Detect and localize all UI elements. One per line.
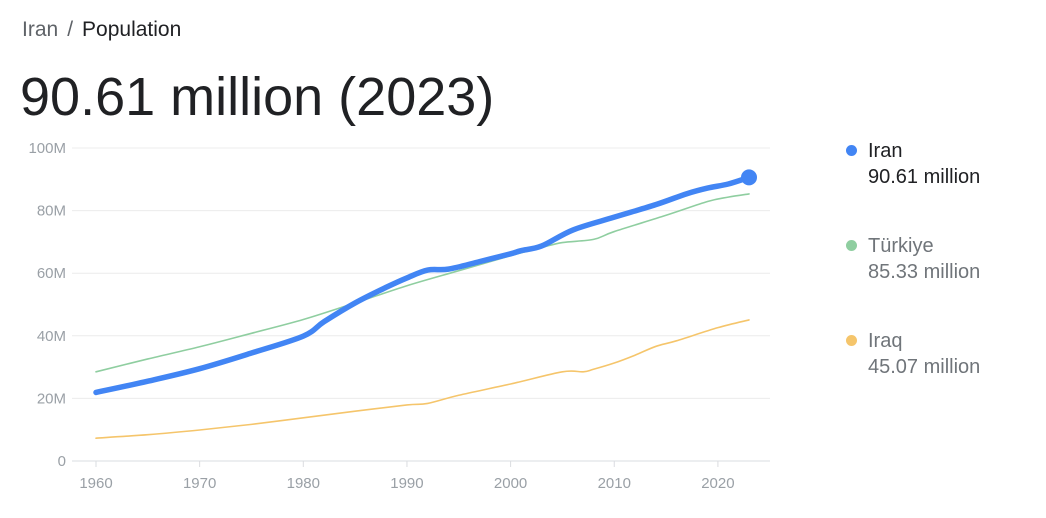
legend-dot-icon (846, 335, 857, 346)
x-tick-label: 1990 (390, 475, 423, 492)
legend-series-name: Türkiye (868, 235, 934, 257)
y-tick-label: 40M (37, 328, 66, 345)
legend-series-value: 90.61 million (868, 166, 981, 188)
legend-series-value: 85.33 million (868, 261, 981, 283)
series-line-turkiye (95, 193, 750, 373)
x-tick-label: 1970 (183, 475, 216, 492)
legend-item-turkiye[interactable]: Türkiye 85.33 million (846, 233, 1036, 328)
series-end-marker-iran (741, 169, 757, 186)
legend-series-name: Iran (868, 140, 903, 162)
population-line-chart[interactable]: 0 20M 40M 60M 80M 100M 1960 1970 1980 1990 2000 201… (0, 130, 790, 518)
legend-dot-icon (846, 145, 857, 156)
legend-item-iraq[interactable]: Iraq 45.07 million (846, 328, 1036, 423)
legend-series-value: 45.07 million (868, 356, 981, 378)
y-tick-label: 0 (58, 453, 66, 470)
x-tick-label: 2010 (598, 475, 631, 492)
chart-series (93, 174, 752, 439)
breadcrumb-separator: / (67, 18, 74, 41)
legend-series-name: Iraq (868, 330, 903, 352)
headline-value: 90.61 million (2023) (20, 67, 495, 127)
chart-axes: 0 20M 40M 60M 80M 100M 1960 1970 1980 1990 2000 201… (28, 140, 734, 492)
breadcrumb: Iran / Population (22, 17, 181, 43)
y-tick-label: 20M (37, 390, 66, 407)
chart-markers (741, 169, 757, 186)
x-tick-label: 1960 (79, 475, 112, 492)
chart-grid (72, 147, 770, 462)
y-tick-label: 60M (37, 265, 66, 282)
series-line-iran (93, 174, 752, 396)
breadcrumb-parent-link[interactable]: Iran (22, 18, 59, 41)
legend-item-iran[interactable]: Iran 90.61 million (846, 138, 1036, 233)
series-line-iraq (95, 319, 750, 439)
y-tick-label: 80M (37, 203, 66, 220)
y-tick-label: 100M (28, 140, 66, 157)
chart-legend: Iran 90.61 million Türkiye 85.33 million… (846, 138, 1036, 423)
breadcrumb-current: Population (82, 18, 182, 41)
x-tick-label: 2020 (701, 475, 734, 492)
x-tick-label: 2000 (494, 475, 527, 492)
x-tick-label: 1980 (287, 475, 320, 492)
legend-dot-icon (846, 240, 857, 251)
